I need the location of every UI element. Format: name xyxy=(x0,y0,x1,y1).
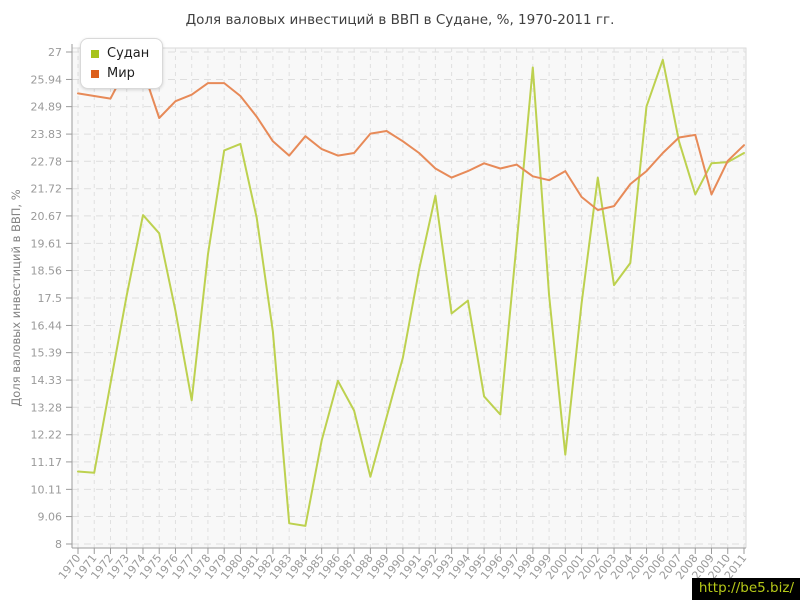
y-tick-label: 25.94 xyxy=(31,73,63,86)
y-tick-label: 8 xyxy=(55,538,62,551)
series-line-sudan xyxy=(77,58,745,527)
y-tick-label: 18.56 xyxy=(31,265,63,278)
y-tick-label: 16.44 xyxy=(31,319,63,332)
chart-title: Доля валовых инвестиций в ВВП в Судане, … xyxy=(185,12,615,28)
y-tick-label: 17.5 xyxy=(38,292,63,305)
y-tick-label: 15.39 xyxy=(31,347,63,360)
y-tick-label: 24.89 xyxy=(31,101,63,114)
legend-swatch-mir xyxy=(91,69,99,78)
watermark-link[interactable]: http://be5.biz/ xyxy=(691,578,800,600)
legend-label-mir: Мир xyxy=(107,66,135,81)
legend: Судан Мир xyxy=(80,38,164,89)
y-tick-label: 12.22 xyxy=(31,429,63,442)
y-tick-label: 21.72 xyxy=(31,183,63,196)
y-tick-label: 20.67 xyxy=(31,210,63,223)
series-line-mir xyxy=(77,66,745,211)
y-tick-label: 11.17 xyxy=(31,456,63,469)
y-tick-label: 14.33 xyxy=(31,374,63,387)
y-tick-label: 22.78 xyxy=(31,155,63,168)
legend-label-sudan: Судан xyxy=(107,46,150,61)
plot-frame xyxy=(72,47,747,548)
y-tick-label: 9.06 xyxy=(38,511,63,524)
legend-item-sudan[interactable]: Судан xyxy=(91,47,149,60)
legend-item-mir[interactable]: Мир xyxy=(91,67,149,80)
y-tick-label: 23.83 xyxy=(31,128,63,141)
y-tick-label: 13.28 xyxy=(31,401,63,414)
y-tick-label: 10.11 xyxy=(31,483,63,496)
y-tick-label: 27 xyxy=(48,46,62,59)
y-tick-label: 19.61 xyxy=(31,237,63,250)
legend-swatch-sudan xyxy=(91,49,99,58)
